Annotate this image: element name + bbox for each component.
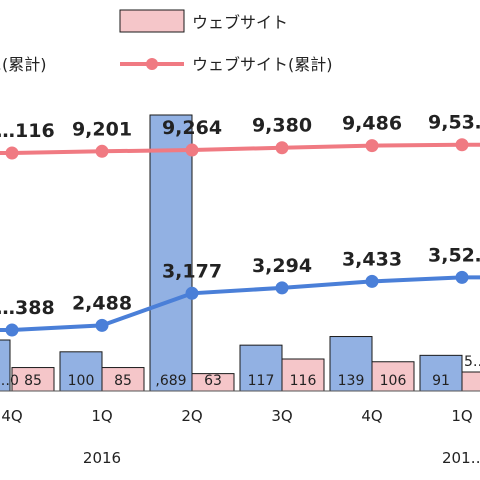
bar-label-blue: 91 — [432, 373, 450, 389]
series-red-value-label: …116 — [0, 120, 55, 142]
bar-blue — [59, 351, 103, 392]
bar-label-pink: 63 — [204, 373, 222, 389]
x-tick-label: 3Q — [271, 407, 292, 425]
series-blue-marker — [365, 274, 379, 288]
x-tick-label: 4Q — [361, 407, 382, 425]
bar-blue — [149, 114, 193, 392]
bar-label-pink: 85 — [24, 373, 42, 389]
series-red-value-label: 9,201 — [72, 118, 132, 140]
series-blue-marker — [455, 270, 469, 284]
series-blue-line — [0, 275, 480, 332]
bar-blue — [419, 354, 463, 392]
series-red-marker — [275, 141, 289, 155]
series-red-marker — [185, 143, 199, 157]
bar-pink — [371, 361, 415, 392]
legend-label-blue-line: …(累計) — [0, 55, 47, 74]
series-blue-value-label: 3,177 — [162, 260, 222, 282]
series-red-marker — [455, 138, 469, 152]
bar-label-blue: 100 — [68, 373, 95, 389]
legend-swatch-pink-bar — [119, 9, 185, 33]
bar-label-blue: 139 — [338, 373, 365, 389]
bar-label-pink: 116 — [290, 373, 317, 389]
bar-blue — [329, 336, 373, 392]
x-tick-group: 4Q 1Q 2Q 3Q 4Q 1Q — [1, 407, 472, 425]
series-blue-value-label: …388 — [0, 297, 55, 319]
bar-label-pink: 106 — [380, 373, 407, 389]
series-blue-marker — [5, 323, 19, 337]
bar-label-pink: 5… — [464, 354, 480, 370]
bar-label-blue: ,689 — [155, 373, 186, 389]
year-label: 201… — [442, 449, 480, 467]
year-label-group: 2016 201… — [83, 449, 480, 467]
series-blue-value-label: 3,433 — [342, 248, 402, 270]
series-red-marker — [95, 144, 109, 158]
series-red-value-label: 9,53… — [428, 112, 480, 134]
label-group: 85 100 85 ,689 63 117 116 139 106 91 5… …0 …116 9,201… — [0, 112, 480, 389]
bar-blue — [0, 339, 11, 392]
series-blue-marker — [275, 281, 289, 295]
x-tick-label: 1Q — [91, 407, 112, 425]
legend-label-pink-bar: ウェブサイト — [192, 13, 288, 32]
x-tick-label: 2Q — [181, 407, 202, 425]
legend: ウェブサイト …(累計) ウェブサイト(累計) — [0, 9, 333, 74]
series-blue-marker — [185, 286, 199, 300]
series-red-marker — [5, 146, 19, 160]
x-tick-label: 4Q — [1, 407, 22, 425]
series-red-line — [0, 142, 480, 155]
series-red-value-label: 9,264 — [162, 117, 222, 139]
series-blue-value-label: 3,294 — [252, 255, 312, 277]
line-group — [0, 138, 480, 337]
series-blue-marker — [95, 318, 109, 332]
series-red-value-label: 9,486 — [342, 113, 402, 135]
bar-label-pink: 85 — [114, 373, 132, 389]
x-tick-label: 1Q — [451, 407, 472, 425]
year-label: 2016 — [83, 449, 121, 467]
legend-label-red-line: ウェブサイト(累計) — [192, 55, 333, 74]
legend-marker-red — [146, 58, 158, 70]
bar-label-blue: 117 — [248, 373, 275, 389]
series-blue-value-label: 2,488 — [72, 292, 132, 314]
bar-group — [0, 114, 480, 392]
series-blue-value-label: 3,52… — [428, 244, 480, 266]
bar-label-blue: …0 — [0, 373, 19, 389]
bar-pink — [461, 371, 480, 392]
series-red-value-label: 9,380 — [252, 115, 312, 137]
series-red-marker — [365, 139, 379, 153]
bar-blue — [239, 344, 283, 392]
